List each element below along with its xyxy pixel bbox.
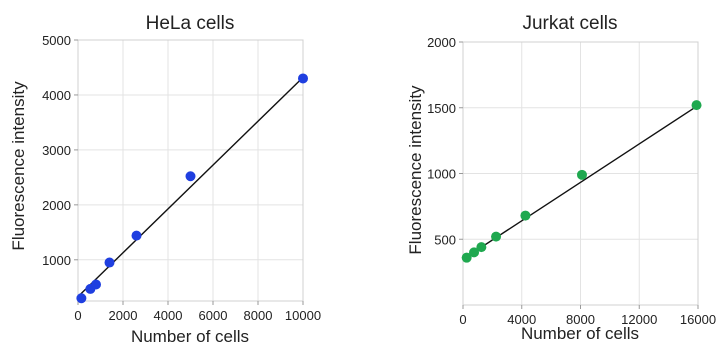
hela-x-tick-label: 4000	[154, 308, 183, 323]
jurkat-x-tick-label: 12000	[621, 312, 657, 327]
jurkat-data-point	[461, 252, 472, 263]
jurkat-y-tick-label: 1000	[427, 167, 456, 182]
hela-y-axis-label: Fluorescence intensity	[9, 81, 28, 251]
jurkat-data-point	[469, 247, 480, 258]
hela-y-tick-label: 2000	[42, 198, 71, 213]
hela-chart-title: HeLa cells	[146, 13, 235, 34]
jurkat-data-point	[576, 169, 587, 180]
jurkat-data-point	[491, 231, 502, 242]
hela-x-tick-label: 2000	[109, 308, 138, 323]
hela-x-tick-label: 10000	[285, 308, 321, 323]
jurkat-data-point	[691, 100, 702, 111]
hela-x-axis-label: Number of cells	[131, 327, 249, 343]
jurkat-chart-title: Jurkat cells	[522, 13, 617, 34]
jurkat-y-tick-label: 500	[434, 232, 456, 247]
jurkat-y-axis-label: Fluorescence intensity	[406, 85, 425, 255]
hela-y-tick-label: 4000	[42, 88, 71, 103]
jurkat-fit-line	[467, 105, 697, 257]
hela-chart: 0 2000 4000 6000 8000 10000 1000 2000 3000 4000 50…	[9, 13, 321, 346]
hela-data-point	[131, 230, 142, 241]
hela-fit-line	[77, 77, 303, 298]
jurkat-x-tick-label: 4000	[507, 312, 536, 327]
jurkat-x-tick-label: 16000	[680, 312, 716, 327]
jurkat-x-tick-label: 8000	[566, 312, 595, 327]
hela-plot-frame	[77, 39, 304, 302]
jurkat-data-point	[520, 210, 531, 221]
hela-y-tick-label: 5000	[42, 33, 71, 48]
jurkat-y-tick-label: 2000	[427, 35, 456, 50]
jurkat-x-tick-label: 0	[459, 312, 466, 327]
jurkat-x-axis-label: Number of cells	[521, 324, 639, 343]
jurkat-data-point	[476, 242, 487, 253]
jurkat-chart: 0 4000 8000 12000 16000 500 1000 1500 2000 Jurkat…	[406, 13, 716, 343]
hela-x-tick-label: 6000	[199, 308, 228, 323]
hela-y-tick-label: 3000	[42, 143, 71, 158]
hela-data-point	[185, 171, 196, 182]
hela-data-point	[298, 73, 308, 84]
jurkat-y-tick-label: 1500	[427, 101, 456, 116]
hela-data-point	[76, 293, 87, 304]
hela-data-point	[91, 279, 101, 290]
hela-x-tick-label: 8000	[244, 308, 273, 323]
hela-data-point	[104, 257, 115, 268]
hela-x-tick-label: 0	[74, 308, 81, 323]
hela-y-tick-label: 1000	[42, 253, 71, 268]
